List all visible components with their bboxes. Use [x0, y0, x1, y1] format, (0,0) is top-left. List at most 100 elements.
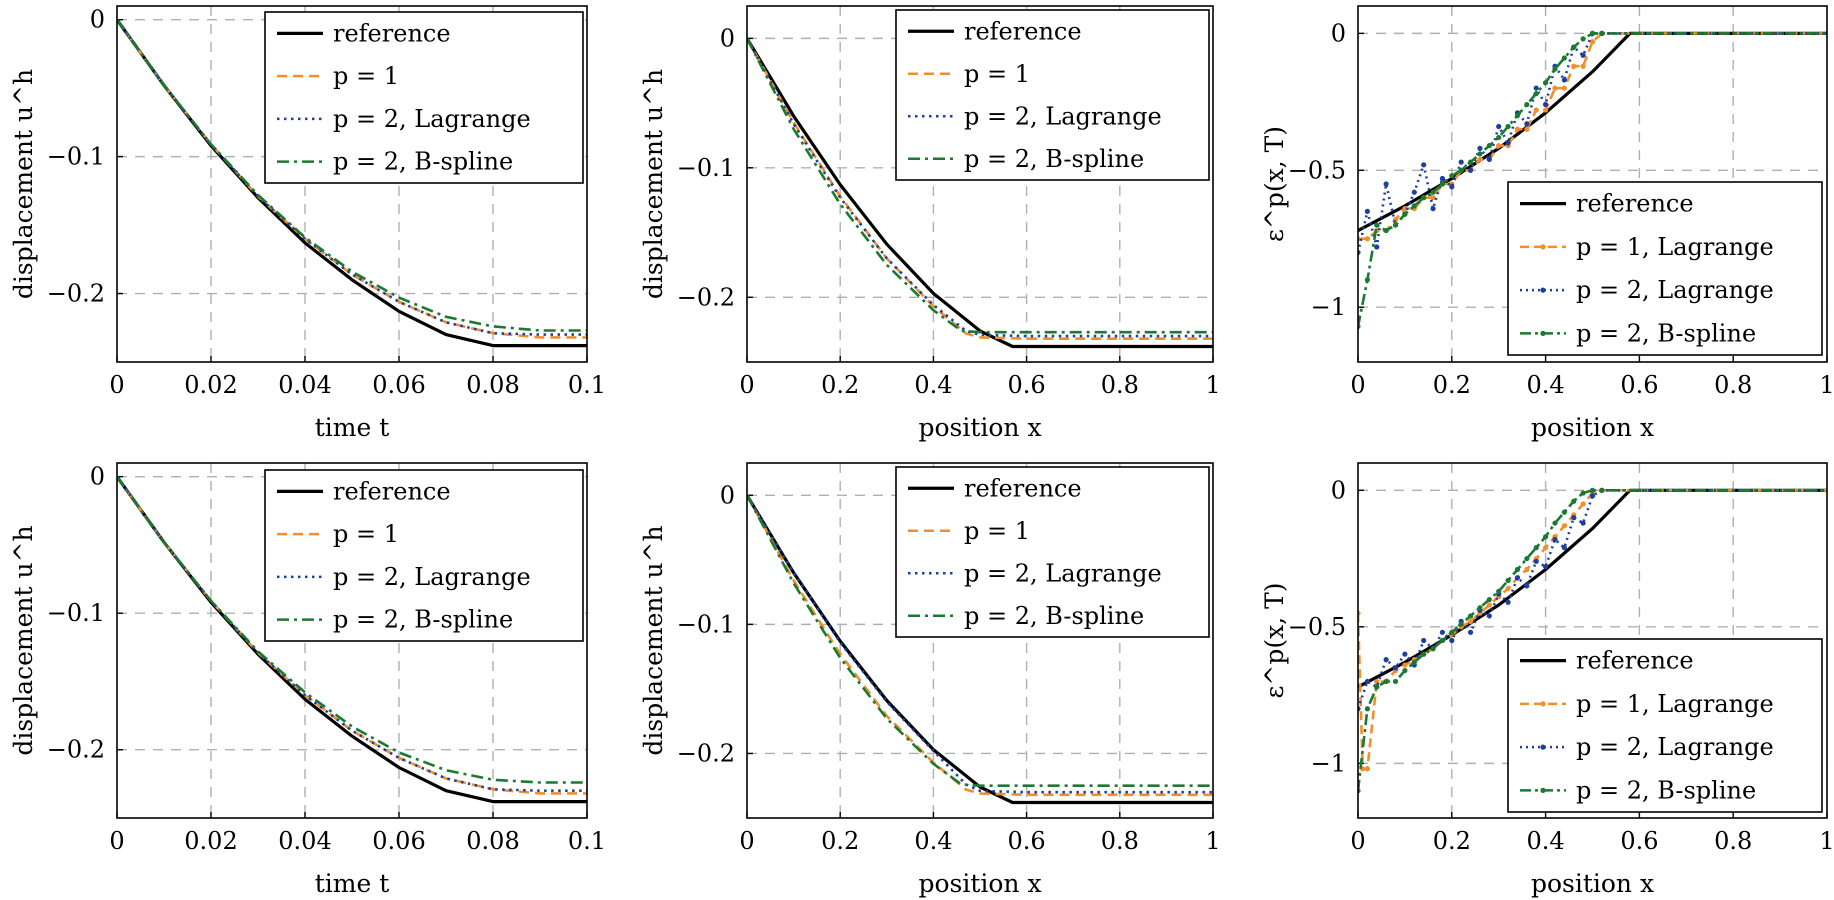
data-point	[1486, 602, 1492, 608]
data-point	[1552, 536, 1558, 543]
data-point	[1402, 651, 1408, 657]
data-point	[1589, 487, 1596, 493]
chart-panel-2: 0 0.2 0.4 0.6 0.8 1 0 −0.1 −0.2 position x displac…	[639, 5, 1221, 442]
data-point	[1402, 667, 1408, 674]
legend-label: p = 2, B-spline	[333, 148, 513, 176]
x-tick-label: 0.2	[821, 371, 859, 399]
data-point	[1571, 515, 1577, 521]
chart-panel-3: 0 0.2 0.4 0.6 0.8 1 0 −0.5 −1 position x ε^p(x, T)…	[1260, 5, 1834, 442]
data-point	[1383, 657, 1389, 663]
y-tick-label: −0.2	[677, 283, 735, 311]
data-point	[1467, 618, 1474, 624]
legend-label: p = 1	[333, 62, 399, 90]
plot-area	[117, 475, 587, 804]
data-point	[1449, 184, 1455, 190]
data-point	[1580, 52, 1586, 58]
legend-box	[895, 466, 1210, 638]
legend-label: p = 2, Lagrange	[333, 563, 531, 591]
plot-frame	[116, 462, 588, 819]
data-point	[1449, 629, 1455, 635]
x-tick-label: 0.08	[466, 371, 519, 399]
legend-label: p = 2, Lagrange	[964, 102, 1162, 130]
data-point	[1524, 555, 1530, 562]
legend-marker	[1540, 701, 1546, 707]
data-point	[1514, 126, 1521, 132]
data-point	[1374, 222, 1380, 228]
legend-label: p = 1	[964, 517, 1030, 545]
chart-panel-6: 0 0.2 0.4 0.6 0.8 1 0 −0.5 −1 position x ε^p(x, T)…	[1260, 462, 1834, 898]
legend-box	[264, 469, 584, 642]
plot-frame	[1357, 5, 1828, 363]
data-point	[1561, 545, 1567, 551]
data-point	[1402, 662, 1408, 668]
data-point	[1411, 203, 1417, 209]
data-point	[1580, 501, 1586, 507]
data-point	[1552, 85, 1558, 91]
data-point	[1467, 613, 1474, 619]
legend-label: reference	[1576, 647, 1694, 675]
data-point	[1524, 101, 1530, 108]
x-axis-label: time t	[315, 413, 390, 442]
data-point	[1467, 629, 1474, 635]
legend-box	[895, 9, 1210, 181]
y-tick-label: −0.2	[47, 736, 105, 764]
y-tick-label: −0.2	[677, 739, 735, 767]
legend-label: p = 2, B-spline	[1576, 319, 1756, 347]
legend-marker	[1540, 330, 1546, 336]
x-tick-label: 0.02	[184, 827, 237, 855]
series-line	[747, 494, 1213, 797]
series-line	[747, 37, 1213, 334]
x-axis-label: position x	[1531, 869, 1654, 898]
legend-marker	[1540, 744, 1546, 750]
series-line	[747, 494, 1213, 794]
x-tick-label: 0.02	[184, 371, 237, 399]
legend: reference p = 1, Lagrange p = 2, Lagrange p…	[1507, 638, 1823, 813]
data-point	[1430, 195, 1436, 201]
legend-label: p = 1, Lagrange	[1576, 690, 1774, 718]
data-point	[1589, 493, 1596, 499]
legend-label: reference	[333, 19, 451, 47]
x-tick-label: 0.6	[1620, 371, 1658, 399]
data-point	[1364, 766, 1370, 772]
data-point	[1552, 66, 1558, 72]
data-point	[1571, 63, 1577, 69]
data-point	[1599, 30, 1605, 36]
x-tick-label: 0.06	[372, 827, 425, 855]
x-tick-label: 0	[109, 827, 124, 855]
legend-box	[1507, 181, 1823, 356]
x-tick-label: 0.1	[568, 371, 606, 399]
x-tick-label: 1	[1819, 371, 1834, 399]
legend: reference p = 1 p = 2, Lagrange p = 2, B-sp…	[895, 9, 1210, 181]
x-tick-label: 0.08	[466, 827, 519, 855]
data-point	[1383, 227, 1389, 234]
data-point	[1449, 637, 1455, 644]
data-point	[1421, 637, 1427, 644]
x-tick-label: 0.8	[1101, 827, 1139, 855]
data-point	[1496, 588, 1502, 594]
data-point	[1496, 123, 1502, 130]
legend-label: reference	[964, 17, 1082, 45]
chart-panel-1: 0 0.02 0.04 0.06 0.08 0.1 0 −0.1 −0.2 time t displ…	[9, 5, 606, 442]
data-point	[1392, 678, 1399, 685]
data-point	[1430, 189, 1436, 195]
data-point	[1543, 545, 1549, 551]
data-point	[1486, 613, 1492, 619]
y-axis-label: ε^p(x, T)	[1260, 126, 1289, 242]
legend: reference p = 1 p = 2, Lagrange p = 2, B-sp…	[264, 469, 584, 642]
data-point	[1458, 167, 1464, 173]
data-point	[1524, 121, 1530, 127]
plot-frame	[746, 462, 1214, 819]
y-tick-label: −0.1	[47, 143, 105, 171]
data-point	[1505, 140, 1511, 146]
data-point	[1411, 659, 1417, 665]
series-line	[1358, 32, 1827, 327]
data-point	[1458, 159, 1464, 165]
legend: reference p = 1 p = 2, Lagrange p = 2, B-sp…	[895, 466, 1210, 638]
data-point	[1467, 167, 1474, 173]
data-point	[1383, 678, 1389, 685]
x-tick-label: 0.1	[568, 827, 606, 855]
data-point	[1430, 206, 1436, 212]
y-tick-label: −0.1	[677, 610, 735, 638]
data-point	[1421, 195, 1427, 201]
legend-label: p = 2, Lagrange	[964, 559, 1162, 587]
